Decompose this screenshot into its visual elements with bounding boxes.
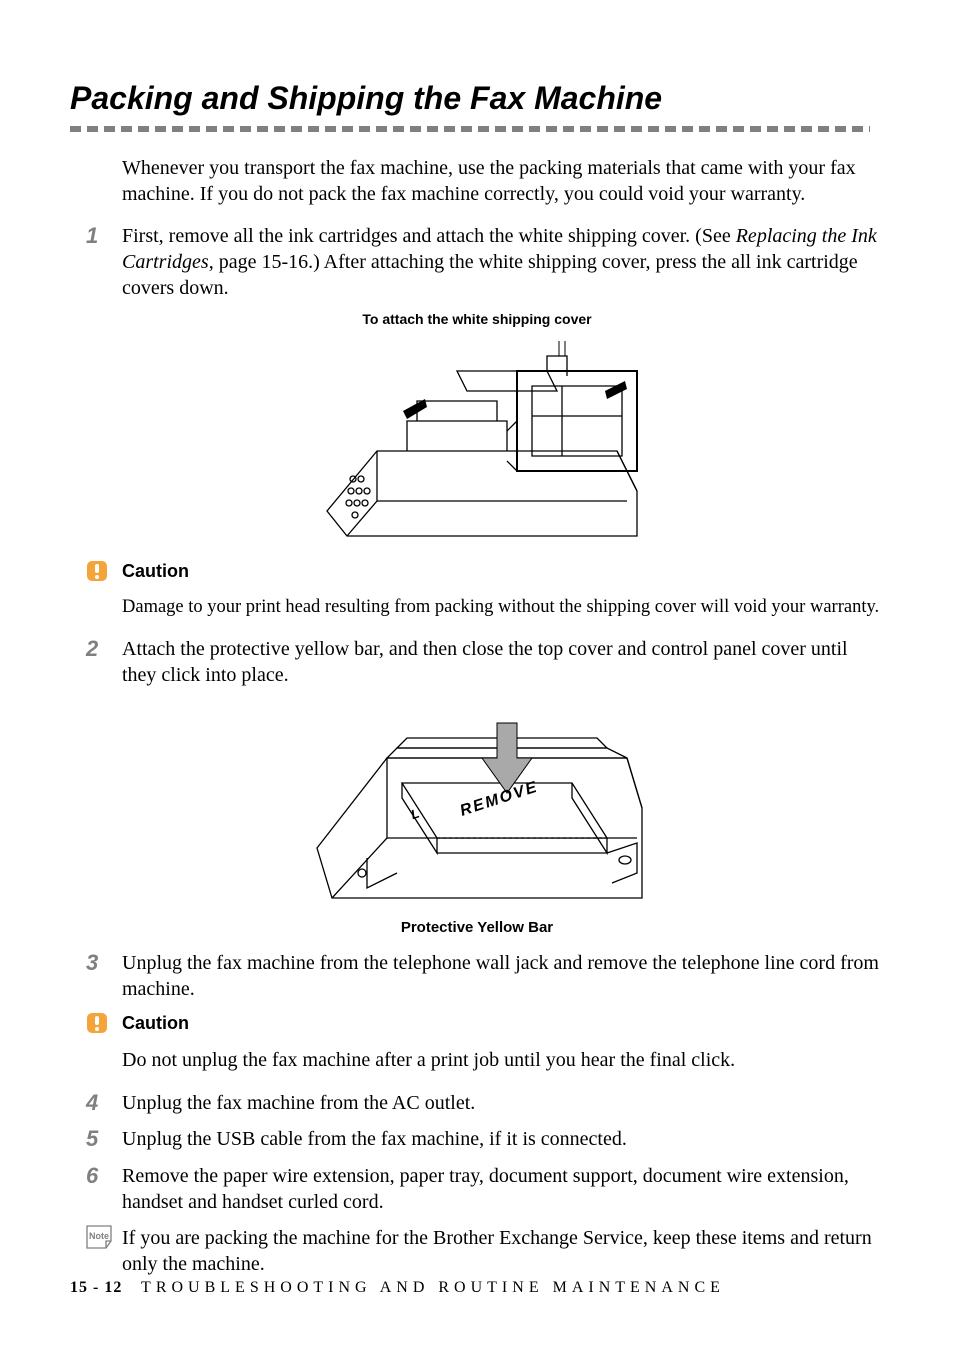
- step-3: 3 Unplug the fax machine from the teleph…: [86, 950, 884, 1002]
- note: Note If you are packing the machine for …: [86, 1225, 884, 1277]
- step1-pre: First, remove all the ink cartridges and…: [122, 225, 736, 247]
- step-5: 5 Unplug the USB cable from the fax mach…: [86, 1126, 884, 1152]
- step-4: 4 Unplug the fax machine from the AC out…: [86, 1090, 884, 1116]
- step-number: 1: [86, 223, 122, 249]
- figure1-svg: [307, 331, 647, 541]
- caution2-body: Do not unplug the fax machine after a pr…: [122, 1047, 884, 1074]
- page-number: 15 - 12: [70, 1279, 122, 1296]
- step-body: Unplug the USB cable from the fax machin…: [122, 1126, 884, 1152]
- section-heading: Packing and Shipping the Fax Machine: [70, 80, 884, 117]
- chapter-title: TROUBLESHOOTING AND ROUTINE MAINTENANCE: [141, 1279, 725, 1296]
- step-body: Remove the paper wire extension, paper t…: [122, 1163, 884, 1215]
- step-number: 6: [86, 1163, 122, 1189]
- figure-shipping-cover: To attach the white shipping cover: [70, 311, 884, 546]
- figure2-caption: Protective Yellow Bar: [70, 919, 884, 936]
- caution-title: Caution: [122, 1012, 189, 1035]
- caution-icon: [86, 1012, 122, 1039]
- step-body: First, remove all the ink cartridges and…: [122, 223, 884, 301]
- figure2-svg: REMOVE L: [307, 698, 647, 908]
- step1-post: , page 15-16.) After attaching the white…: [122, 251, 858, 299]
- step-number: 3: [86, 950, 122, 976]
- caution-1: Caution: [86, 560, 884, 587]
- caution-title: Caution: [122, 560, 189, 583]
- note-body: If you are packing the machine for the B…: [122, 1225, 884, 1277]
- step-1: 1 First, remove all the ink cartridges a…: [86, 223, 884, 301]
- step-number: 5: [86, 1126, 122, 1152]
- step-body: Unplug the fax machine from the AC outle…: [122, 1090, 884, 1116]
- dashed-rule: [70, 125, 884, 133]
- figure1-caption: To attach the white shipping cover: [70, 311, 884, 327]
- figure-yellow-bar: REMOVE L Protective Yellow Bar: [70, 698, 884, 936]
- step-body: Unplug the fax machine from the telephon…: [122, 950, 884, 1002]
- caution1-body: Damage to your print head resulting from…: [122, 595, 884, 620]
- note-label: Note: [89, 1231, 109, 1241]
- note-icon: Note: [86, 1225, 122, 1254]
- step-6: 6 Remove the paper wire extension, paper…: [86, 1163, 884, 1215]
- step-body: Attach the protective yellow bar, and th…: [122, 636, 884, 688]
- intro-paragraph: Whenever you transport the fax machine, …: [122, 155, 884, 207]
- caution-2: Caution: [86, 1012, 884, 1039]
- caution-icon: [86, 560, 122, 587]
- step-number: 2: [86, 636, 122, 662]
- page-footer: 15 - 12 TROUBLESHOOTING AND ROUTINE MAIN…: [70, 1279, 725, 1297]
- step-2: 2 Attach the protective yellow bar, and …: [86, 636, 884, 688]
- step-number: 4: [86, 1090, 122, 1116]
